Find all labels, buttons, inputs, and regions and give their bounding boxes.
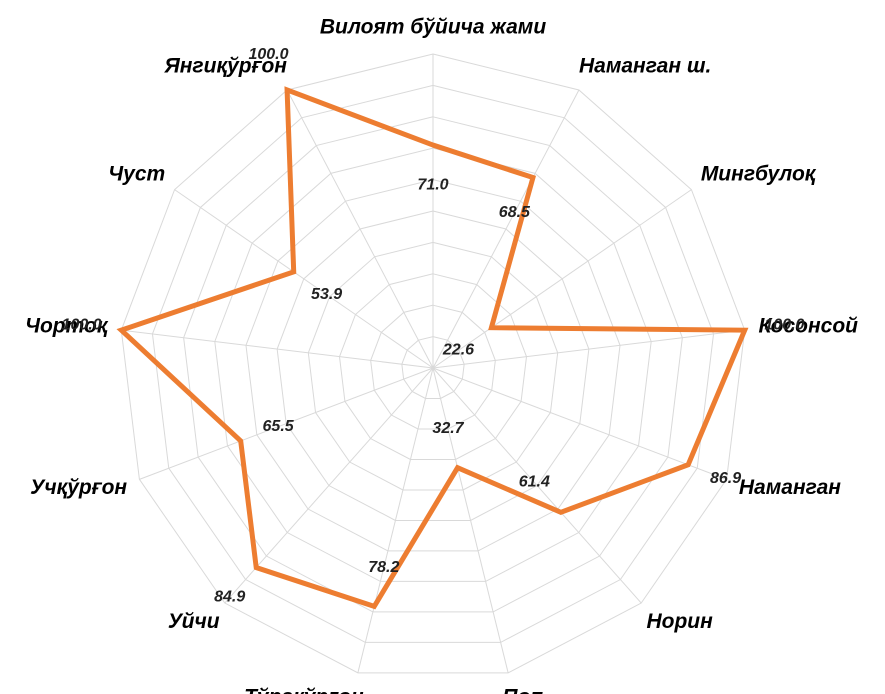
- spoke: [139, 367, 434, 480]
- grid-ring: [214, 147, 652, 582]
- value-label: 78.2: [368, 559, 399, 576]
- spoke: [121, 329, 434, 369]
- category-label: Янгиқўрғон: [163, 54, 287, 77]
- grid-ring: [120, 53, 746, 674]
- grid-ring: [338, 273, 528, 460]
- category-label: Чуст: [108, 162, 165, 185]
- category-label: Вилоят бўйича жами: [320, 16, 547, 39]
- category-label: Норин: [646, 610, 713, 633]
- value-label: 100.0: [62, 317, 102, 334]
- category-label: Чортоқ: [25, 315, 109, 338]
- value-label: 71.0: [417, 176, 448, 193]
- grid-ring: [370, 304, 496, 430]
- category-label: Поп: [502, 686, 543, 694]
- category-label: Наманган: [739, 476, 841, 499]
- radar-line: [116, 86, 749, 610]
- spoke: [432, 329, 745, 369]
- value-label: 100.0: [248, 46, 288, 63]
- spoke: [432, 89, 580, 369]
- value-label: 68.5: [499, 204, 531, 221]
- value-label: 84.9: [214, 589, 245, 606]
- spoke: [286, 89, 434, 369]
- value-label: 32.7: [432, 420, 464, 437]
- grid-ring: [276, 210, 590, 521]
- category-label: Наманган ш.: [579, 54, 711, 77]
- category-label: Мингбулоқ: [701, 162, 817, 185]
- category-label: Учқўрғон: [30, 476, 127, 499]
- spoke: [432, 367, 727, 480]
- spoke: [432, 189, 692, 369]
- value-label: 61.4: [519, 474, 550, 491]
- grid-ring: [401, 336, 465, 399]
- grid-ring: [151, 84, 715, 643]
- value-label: 53.9: [311, 286, 342, 303]
- grid-ring: [245, 179, 621, 552]
- spoke: [224, 367, 434, 604]
- value-label: 22.6: [442, 342, 474, 359]
- spoke: [174, 189, 434, 369]
- value-label: 86.9: [710, 470, 741, 487]
- value-label: 65.5: [263, 418, 295, 435]
- value-label: 100.0: [764, 317, 804, 334]
- spoke: [432, 367, 642, 604]
- category-label: Уйчи: [168, 610, 220, 633]
- spoke: [432, 367, 509, 673]
- category-label: Тўрақўрғон: [244, 686, 364, 694]
- spoke: [357, 367, 434, 673]
- grid-ring: [183, 116, 683, 613]
- grid-ring: [307, 241, 559, 491]
- category-label: Косонсой: [759, 315, 859, 338]
